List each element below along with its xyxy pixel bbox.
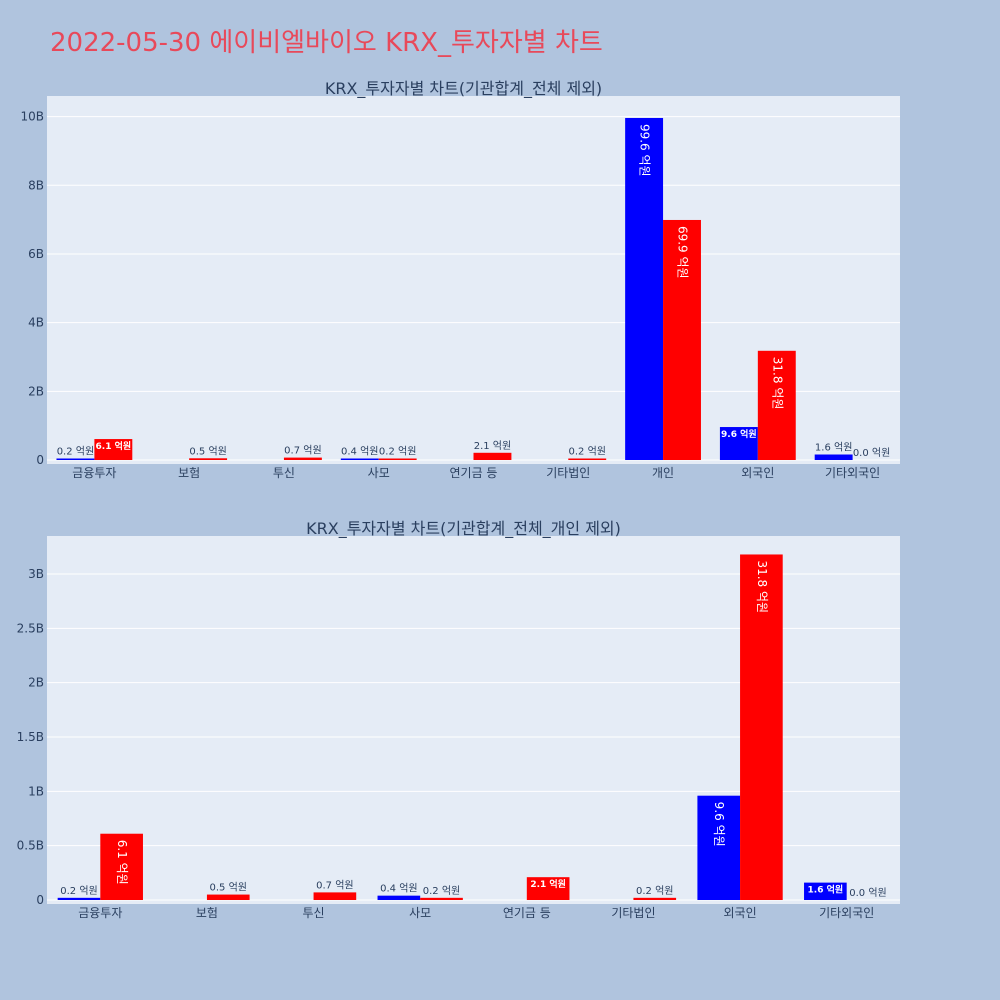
- data-label: 0.2 억원: [636, 885, 673, 897]
- x-tick-label: 투신: [273, 466, 295, 480]
- data-label: 0.2 억원: [60, 885, 97, 897]
- x-tick-label: 금융투자: [72, 466, 116, 480]
- bar-blue: [697, 795, 741, 900]
- x-tick-label: 연기금 등: [503, 906, 551, 920]
- y-tick-label: 2B: [28, 676, 44, 690]
- x-tick-label: 사모: [409, 906, 431, 920]
- data-label: 6.1 억원: [115, 840, 129, 885]
- bar-blue: [719, 427, 758, 460]
- bar-red: [568, 458, 607, 460]
- data-label: 1.6 억원: [815, 442, 852, 454]
- bar-red: [663, 219, 701, 460]
- data-label: 9.6 억원: [721, 428, 757, 440]
- data-label: 0.2 억원: [568, 446, 605, 458]
- x-tick-label: 보험: [196, 906, 218, 920]
- x-tick-label: 기타법인: [611, 906, 655, 920]
- data-label: 31.8 억원: [770, 357, 784, 410]
- bar-red: [757, 350, 796, 460]
- data-label: 0.2 억원: [57, 446, 94, 458]
- x-tick-label: 기타외국인: [819, 906, 874, 920]
- y-tick-label: 2.5B: [17, 621, 44, 635]
- data-label: 6.1 억원: [96, 440, 132, 452]
- bar-red: [526, 877, 570, 900]
- data-label: 69.9 억원: [676, 226, 690, 279]
- bar-blue: [56, 458, 95, 460]
- y-tick-label: 1.5B: [17, 730, 44, 744]
- data-label: 9.6 억원: [712, 802, 726, 847]
- y-tick-label: 6B: [28, 247, 44, 261]
- bar-blue: [377, 895, 421, 900]
- page-title: 2022-05-30 에이비엘바이오 KRX_투자자별 차트: [50, 28, 603, 58]
- data-label: 0.5 억원: [189, 445, 226, 457]
- data-label: 0.7 억원: [284, 445, 321, 457]
- data-label: 0.4 억원: [380, 883, 417, 895]
- bar-blue: [340, 458, 379, 460]
- bar-blue: [814, 454, 853, 460]
- bar-red: [740, 554, 783, 900]
- bar-red: [283, 457, 322, 460]
- x-tick-label: 사모: [368, 466, 390, 480]
- bar-red: [420, 897, 463, 900]
- data-label: 99.6 억원: [638, 124, 652, 177]
- bar-red: [473, 452, 512, 460]
- x-tick-label: 기타외국인: [825, 466, 880, 480]
- bar-blue: [804, 882, 847, 900]
- y-tick-label: 2B: [28, 384, 44, 398]
- data-label: 31.8 억원: [755, 560, 769, 613]
- bar-red: [94, 439, 133, 460]
- y-tick-label: 4B: [28, 316, 44, 330]
- x-tick-label: 투신: [303, 906, 325, 920]
- y-tick-label: 3B: [28, 567, 44, 581]
- x-tick-label: 기타법인: [546, 466, 590, 480]
- bar-red: [189, 458, 228, 460]
- data-label: 2.1 억원: [530, 878, 566, 890]
- x-tick-label: 외국인: [741, 466, 774, 480]
- y-tick-label: 0: [36, 893, 44, 907]
- data-label: 0.5 억원: [210, 882, 247, 894]
- data-label: 0.7 억원: [316, 879, 353, 891]
- bar-blue: [625, 117, 664, 460]
- data-label: 0.0 억원: [853, 447, 890, 459]
- x-tick-label: 금융투자: [78, 906, 122, 920]
- data-label: 0.4 억원: [341, 446, 378, 458]
- x-tick-label: 외국인: [724, 906, 757, 920]
- chart-subtitle: KRX_투자자별 차트(기관합계_전체 제외): [325, 79, 602, 99]
- y-tick-label: 0: [36, 453, 44, 467]
- x-tick-label: 보험: [178, 466, 200, 480]
- bar-red: [633, 897, 677, 900]
- data-label: 1.6 억원: [808, 884, 844, 896]
- data-label: 0.2 억원: [423, 885, 460, 897]
- data-label: 0.2 억원: [379, 446, 416, 458]
- bar-red: [313, 892, 357, 900]
- chart-subtitle: KRX_투자자별 차트(기관합계_전체_개인 제외): [306, 519, 621, 539]
- y-tick-label: 1B: [28, 784, 44, 798]
- x-tick-label: 개인: [652, 466, 674, 480]
- y-tick-label: 8B: [28, 178, 44, 192]
- y-tick-label: 0.5B: [17, 839, 44, 853]
- bar-blue: [57, 897, 101, 900]
- bar-red: [378, 458, 417, 460]
- x-tick-label: 연기금 등: [450, 466, 498, 480]
- data-label: 0.0 억원: [849, 887, 886, 899]
- bar-red: [100, 833, 143, 900]
- y-tick-label: 10B: [20, 110, 44, 124]
- bar-red: [206, 894, 250, 900]
- data-label: 2.1 억원: [474, 440, 511, 452]
